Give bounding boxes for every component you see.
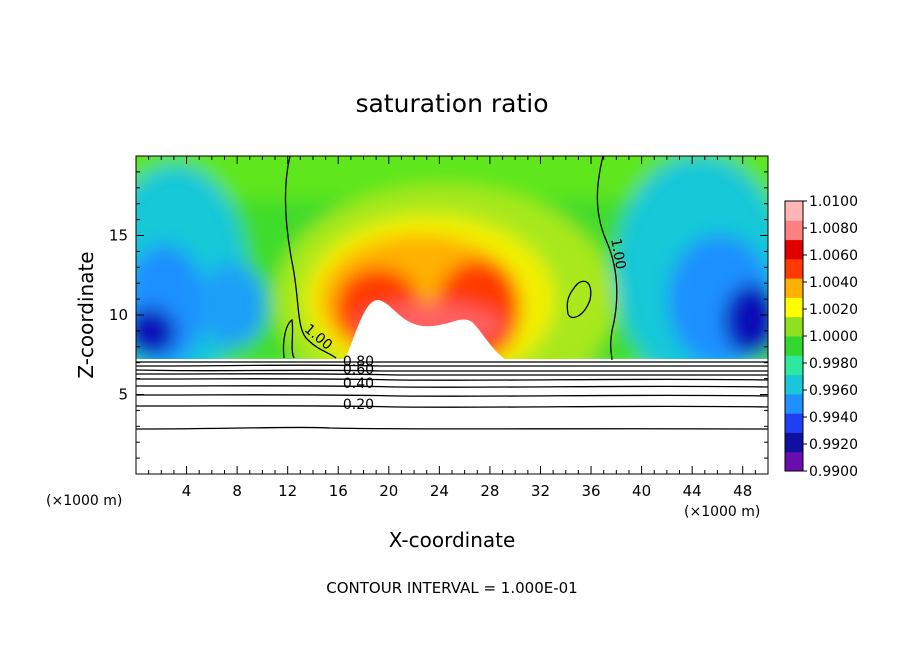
contour-label-text-5: 0.80 xyxy=(343,354,374,370)
colorbar-segment-11 xyxy=(785,239,803,260)
contour-line-0-70 xyxy=(136,369,768,372)
contour-line-0-10 xyxy=(136,426,768,430)
contour-label-text-4: 0.60 xyxy=(343,362,374,378)
contour-line-0-60 xyxy=(136,373,768,376)
y-tick-label-2: 15 xyxy=(109,227,128,245)
contour-label-3: 0.40 xyxy=(343,376,374,392)
contour-label-4: 0.60 xyxy=(343,362,374,378)
footer-contour-interval: CONTOUR INTERVAL = 1.000E-01 xyxy=(326,579,577,597)
colorbar-label-7: 0.9960 xyxy=(809,383,858,399)
x-tick-label-7: 32 xyxy=(531,482,550,500)
colorbar-segment-12 xyxy=(785,220,803,241)
lower-layer xyxy=(136,359,768,474)
white-region xyxy=(344,300,506,362)
x-tick-label-6: 28 xyxy=(480,482,499,500)
colorbar-segment-3 xyxy=(785,393,803,414)
x-tick-label-3: 16 xyxy=(329,482,348,500)
colorbar-label-8: 0.9940 xyxy=(809,410,858,426)
y-tick-label-0: 5 xyxy=(118,386,128,404)
x-tick-label-9: 40 xyxy=(632,482,651,500)
colorbar-label-2: 1.0060 xyxy=(809,248,858,264)
x-tick-label-8: 36 xyxy=(581,482,600,500)
y-axis-label: Z-coordinate xyxy=(74,251,98,378)
contour-line-1-00-left xyxy=(284,156,337,359)
x-axis-unit-left: (×1000 m) xyxy=(46,493,122,509)
contour-line-1-00-stub xyxy=(282,318,295,359)
colorbar-segment-6 xyxy=(785,336,803,356)
x-tick-label-1: 8 xyxy=(232,482,242,500)
colorbar: 1.0100 1.0080 1.0060 1.0040 1.0020 1.0000 0.99… xyxy=(784,194,858,480)
x-tick-label-5: 24 xyxy=(430,482,449,500)
colorbar-segment-5 xyxy=(785,355,803,376)
colorbar-segment-10 xyxy=(785,258,803,279)
y-axis: 5 10 15 xyxy=(109,171,768,459)
x-tick-label-10: 44 xyxy=(683,482,702,500)
contour-label-2: 0.20 xyxy=(343,397,374,413)
contour-label-text-1: 1.00 xyxy=(607,237,628,270)
colorbar-segment-0 xyxy=(785,451,803,472)
x-axis: 4 8 12 16 20 24 28 32 36 40 44 48 xyxy=(148,156,756,500)
contour-line-1-00-right xyxy=(596,156,618,361)
contour-line-0-80 xyxy=(136,364,768,367)
x-tick-label-2: 12 xyxy=(278,482,297,500)
colorbar-label-9: 0.9920 xyxy=(809,437,858,453)
contour-label-1: 1.00 xyxy=(607,237,628,270)
contour-line-0-40 xyxy=(136,385,768,388)
colorbar-segment-13 xyxy=(785,201,803,221)
colorbar-segment-7 xyxy=(785,316,803,337)
y-tick-label-1: 10 xyxy=(109,306,128,324)
x-tick-label-0: 4 xyxy=(182,482,192,500)
x-axis-label: X-coordinate xyxy=(389,528,516,552)
x-tick-label-11: 48 xyxy=(733,482,752,500)
contour-lines xyxy=(136,156,768,430)
contour-label-text-3: 0.40 xyxy=(343,376,374,392)
colorbar-segment-2 xyxy=(785,413,803,433)
plot-area: 1.001.000.200.400.600.80 xyxy=(136,156,768,474)
chart-title: saturation ratio xyxy=(355,89,548,118)
colorbar-label-6: 0.9980 xyxy=(809,356,858,372)
contour-line-0-30 xyxy=(136,394,768,397)
colorbar-segment-1 xyxy=(785,432,803,453)
x-tick-label-4: 20 xyxy=(379,482,398,500)
colorbar-label-4: 1.0020 xyxy=(809,302,858,318)
contour-line-0-50 xyxy=(136,378,768,381)
colorbar-label-10: 0.9900 xyxy=(809,464,858,480)
colorbar-segment-9 xyxy=(785,278,803,298)
colorbar-label-0: 1.0100 xyxy=(809,194,858,210)
contour-line-0-20 xyxy=(136,405,768,408)
contour-line-1-00-island xyxy=(566,280,592,319)
colorbar-segment-8 xyxy=(785,297,803,318)
colorbar-label-5: 1.0000 xyxy=(809,329,858,345)
x-axis-unit-right: (×1000 m) xyxy=(684,504,760,520)
colorbar-label-1: 1.0080 xyxy=(809,221,858,237)
contour-label-5: 0.80 xyxy=(343,354,374,370)
colorbar-segment-4 xyxy=(785,374,803,395)
contour-label-text-2: 0.20 xyxy=(343,397,374,413)
colorbar-label-3: 1.0040 xyxy=(809,275,858,291)
